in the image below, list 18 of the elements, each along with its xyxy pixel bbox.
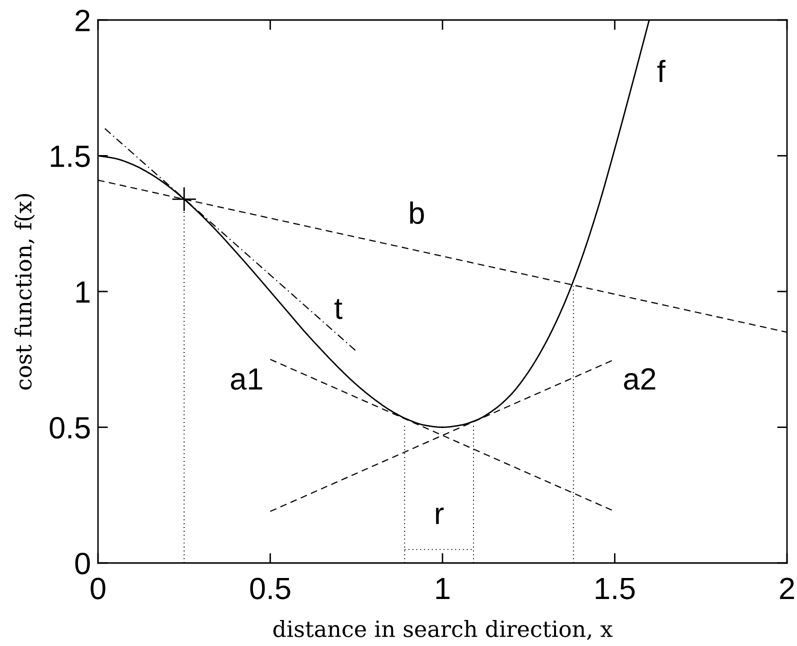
series-label: f	[657, 60, 666, 82]
series-label: a2	[624, 368, 656, 390]
x-axis-title: distance in search direction, x	[273, 620, 613, 640]
series-label: a1	[230, 368, 262, 390]
x-tick-label: 0.5	[250, 578, 290, 600]
y-tick-label: 1	[76, 282, 90, 303]
x-tick-label: 2	[780, 578, 794, 600]
series-label: r	[436, 508, 444, 524]
series-label: t	[334, 299, 342, 320]
x-tick-label: 1	[436, 578, 450, 600]
y-tick-label: 0	[75, 552, 90, 574]
x-tick-label: 0	[90, 578, 106, 600]
y-tick-label: 2	[76, 10, 90, 32]
y-tick-label: 0.5	[50, 416, 90, 439]
series-label: b	[410, 202, 424, 224]
y-tick-label: 1.5	[50, 146, 90, 168]
y-axis-title: cost function, f(x)	[14, 194, 35, 390]
x-tick-label: 1.5	[596, 578, 635, 600]
